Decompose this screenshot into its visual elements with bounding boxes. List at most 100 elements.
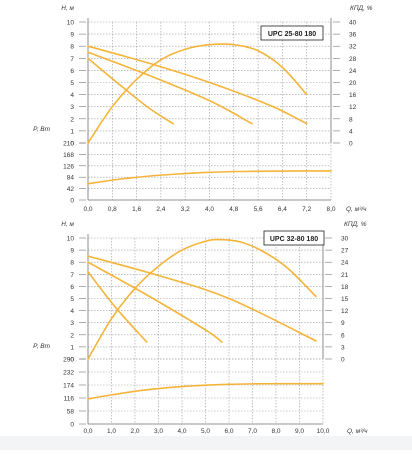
head-tick-label: 2 bbox=[70, 116, 74, 123]
head-tick-label: 10 bbox=[67, 20, 75, 27]
grid bbox=[87, 21, 332, 201]
head-tick-label: 8 bbox=[70, 260, 74, 267]
head-curve-1 bbox=[87, 255, 317, 342]
efficiency-tick-label: 15 bbox=[341, 296, 349, 303]
chart-title-box bbox=[260, 25, 324, 41]
head-tick-label: 9 bbox=[70, 248, 74, 255]
power-tick-label: 84 bbox=[67, 175, 75, 182]
x-tick-label: 5,0 bbox=[201, 428, 210, 435]
efficiency-tick-label: 3 bbox=[341, 344, 345, 351]
power-tick-label: 168 bbox=[63, 152, 74, 159]
head-tick-label: 1 bbox=[70, 128, 74, 135]
efficiency-tick-label: 28 bbox=[349, 56, 357, 63]
x-tick-label: 0,8 bbox=[108, 206, 117, 213]
efficiency-tick-label: 12 bbox=[349, 104, 357, 111]
x-axis-label: Q, м³/ч bbox=[346, 206, 367, 213]
efficiency-tick-label: 21 bbox=[341, 272, 349, 279]
head-tick-label: 8 bbox=[70, 44, 74, 51]
power-tick-label: 0 bbox=[70, 198, 74, 205]
efficiency-tick-label: 20 bbox=[349, 80, 357, 87]
bottom-band bbox=[0, 436, 412, 450]
efficiency-tick-label: 8 bbox=[349, 116, 353, 123]
x-tick-label: 2,0 bbox=[130, 428, 139, 435]
head-curve-2 bbox=[87, 51, 253, 125]
x-tick-label: 3,0 bbox=[154, 428, 163, 435]
y-axis-label-power: P, Вт bbox=[33, 343, 50, 350]
y-axis-label-power: P, Вт bbox=[33, 126, 50, 133]
efficiency-tick-label: 36 bbox=[349, 32, 357, 39]
x-tick-label: 5,6 bbox=[254, 206, 263, 213]
x-tick-label: 1,6 bbox=[132, 206, 141, 213]
power-curve bbox=[87, 382, 324, 400]
efficiency-tick-label: 16 bbox=[349, 92, 357, 99]
head-tick-label: 1 bbox=[70, 344, 74, 351]
x-tick-label: 7,0 bbox=[248, 428, 257, 435]
head-tick-label: 3 bbox=[70, 320, 74, 327]
y-axis-label-efficiency: КПД, % bbox=[350, 5, 373, 12]
y-axis-label-efficiency: КПД, % bbox=[344, 221, 367, 228]
head-tick-label: 5 bbox=[70, 296, 74, 303]
head-tick-label: 6 bbox=[70, 284, 74, 291]
power-tick-label: 126 bbox=[63, 163, 74, 170]
x-tick-label: 7,2 bbox=[302, 206, 311, 213]
x-axis-label: Q, м³/ч bbox=[347, 428, 368, 435]
chart-title: UPC 25-80 180 bbox=[268, 31, 316, 38]
head-tick-label: 3 bbox=[70, 104, 74, 111]
chart-1: 1098765432104036322824201612840210168126… bbox=[33, 5, 373, 213]
chart-2: 1098765432103027242118151296302902321741… bbox=[33, 221, 368, 435]
chart-title-box bbox=[263, 230, 325, 246]
chart-title: UPC 32-80 180 bbox=[270, 236, 318, 243]
x-tick-label: 2,4 bbox=[156, 206, 165, 213]
efficiency-tick-label: 0 bbox=[341, 357, 345, 364]
power-tick-label: 0 bbox=[70, 422, 74, 429]
x-tick-label: 0,0 bbox=[83, 428, 92, 435]
y-axis-label-head: H, м bbox=[61, 221, 74, 228]
power-tick-label: 116 bbox=[64, 396, 75, 403]
head-tick-label: 4 bbox=[70, 308, 74, 315]
efficiency-tick-label: 9 bbox=[341, 320, 345, 327]
x-tick-label: 4,0 bbox=[177, 428, 186, 435]
head-tick-label: 10 bbox=[67, 236, 75, 243]
head-tick-label: 9 bbox=[70, 32, 74, 39]
head-curve-3 bbox=[87, 57, 174, 125]
head-tick-label: 7 bbox=[70, 56, 74, 63]
efficiency-tick-label: 32 bbox=[349, 44, 357, 51]
head-tick-label: 4 bbox=[70, 92, 74, 99]
x-tick-label: 1,0 bbox=[107, 428, 116, 435]
x-tick-label: 0,0 bbox=[83, 206, 92, 213]
power-tick-label: 210 bbox=[63, 141, 74, 148]
power-tick-label: 290 bbox=[63, 357, 74, 364]
head-curve-2 bbox=[87, 261, 223, 343]
efficiency-tick-label: 24 bbox=[349, 68, 357, 75]
x-tick-label: 9,0 bbox=[295, 428, 304, 435]
power-tick-label: 232 bbox=[63, 370, 74, 377]
efficiency-tick-label: 6 bbox=[341, 332, 345, 339]
efficiency-tick-label: 24 bbox=[341, 260, 349, 267]
x-tick-label: 4,0 bbox=[205, 206, 214, 213]
efficiency-tick-label: 18 bbox=[341, 284, 349, 291]
x-tick-label: 3,2 bbox=[181, 206, 190, 213]
y-axis-label-head: H, м bbox=[61, 5, 74, 12]
x-tick-label: 8,0 bbox=[326, 206, 335, 213]
power-tick-label: 42 bbox=[67, 186, 75, 193]
power-tick-label: 58 bbox=[67, 409, 75, 416]
head-tick-label: 7 bbox=[70, 272, 74, 279]
head-tick-label: 5 bbox=[70, 80, 74, 87]
head-curve-3 bbox=[87, 271, 148, 343]
efficiency-tick-label: 27 bbox=[341, 248, 349, 255]
head-tick-label: 0 bbox=[70, 141, 74, 148]
efficiency-curve bbox=[87, 43, 308, 144]
x-tick-label: 8,0 bbox=[271, 428, 280, 435]
head-tick-label: 6 bbox=[70, 68, 74, 75]
efficiency-curve bbox=[87, 238, 317, 360]
efficiency-tick-label: 4 bbox=[349, 128, 353, 135]
head-tick-label: 0 bbox=[70, 357, 74, 364]
efficiency-tick-label: 40 bbox=[349, 20, 357, 27]
head-curve-1 bbox=[87, 45, 308, 125]
x-tick-label: 4,8 bbox=[229, 206, 238, 213]
efficiency-tick-label: 12 bbox=[341, 308, 349, 315]
efficiency-tick-label: 0 bbox=[349, 141, 353, 148]
x-tick-label: 10,0 bbox=[317, 428, 330, 435]
